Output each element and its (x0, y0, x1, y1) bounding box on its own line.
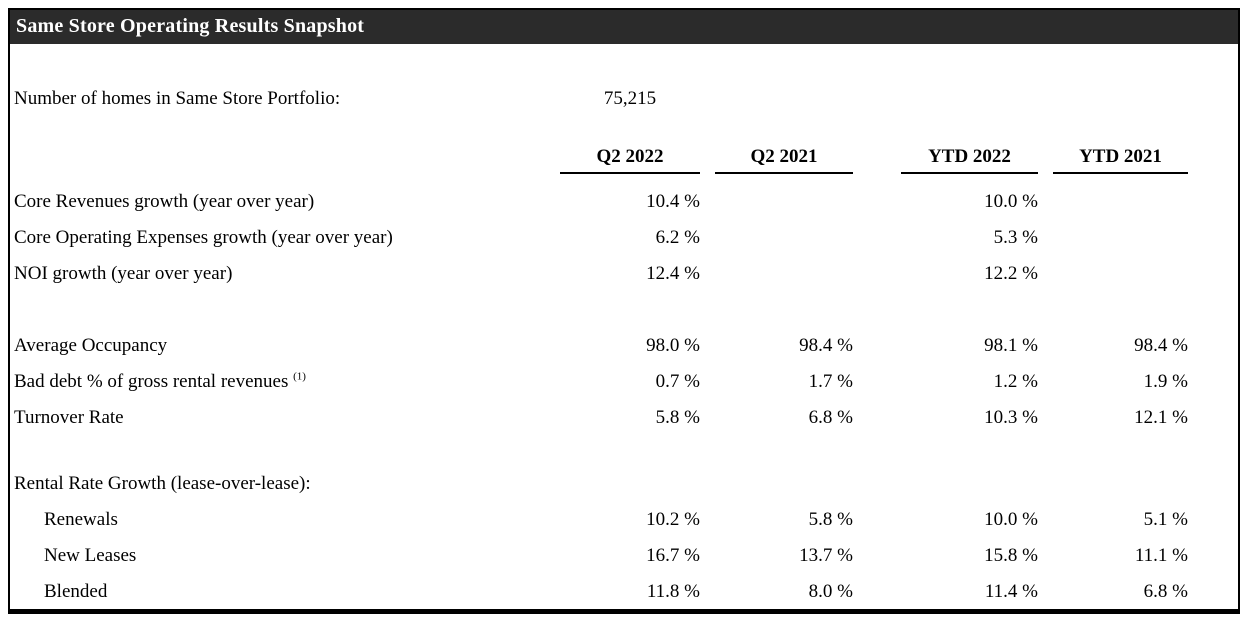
row-label: NOI growth (year over year) (14, 263, 233, 284)
cell-value: 5.8 % (655, 407, 700, 428)
column-header-ytd-2021: YTD 2021 (1053, 142, 1188, 174)
cell-value: 13.7 % (799, 545, 853, 566)
section-spacer (10, 292, 1238, 328)
cell-value: 11.4 % (984, 581, 1038, 602)
section-spacer (10, 436, 1238, 466)
row-label: Core Operating Expenses growth (year ove… (14, 227, 393, 248)
column-headers-row: Q2 2022 Q2 2021 YTD 2022 YTD 2021 (10, 142, 1238, 174)
cell-value: 12.1 % (1134, 407, 1188, 428)
cell-value: 6.8 % (808, 407, 853, 428)
column-header-q2-2021: Q2 2021 (715, 142, 853, 174)
row-label: New Leases (44, 545, 137, 566)
cell-value: 98.1 % (984, 335, 1038, 356)
row-label: Core Revenues growth (year over year) (14, 191, 315, 212)
table-row-noi-growth: NOI growth (year over year) 12.4 % 12.2 … (10, 256, 1238, 292)
cell-value: 10.3 % (984, 407, 1038, 428)
section-label: Rental Rate Growth (lease-over-lease): (14, 473, 311, 494)
cell-value: 6.2 % (655, 227, 700, 248)
cell-value: 5.1 % (1143, 509, 1188, 530)
row-label: Blended (44, 581, 108, 602)
cell-value: 10.0 % (984, 191, 1038, 212)
cell-value: 5.3 % (993, 227, 1038, 248)
homes-count-value: 75,215 (603, 88, 657, 109)
table-row-core-expenses: Core Operating Expenses growth (year ove… (10, 220, 1238, 256)
cell-value: 5.8 % (808, 509, 853, 530)
cell-value: 10.2 % (646, 509, 700, 530)
cell-value: 16.7 % (646, 545, 700, 566)
homes-count-label: Number of homes in Same Store Portfolio: (14, 88, 341, 109)
cell-value: 1.9 % (1143, 371, 1188, 392)
table-row-average-occupancy: Average Occupancy 98.0 % 98.4 % 98.1 % 9… (10, 328, 1238, 364)
cell-value: 0.7 % (655, 371, 700, 392)
row-label: Turnover Rate (14, 407, 124, 428)
cell-value: 6.8 % (1143, 581, 1188, 602)
table-row-core-revenues: Core Revenues growth (year over year) 10… (10, 184, 1238, 220)
table-row-new-leases: New Leases 16.7 % 13.7 % 15.8 % 11.1 % (10, 538, 1238, 574)
cell-value: 10.0 % (984, 509, 1038, 530)
cell-value: 8.0 % (808, 581, 853, 602)
same-store-snapshot-table: Same Store Operating Results Snapshot Nu… (8, 8, 1240, 614)
table-row-turnover-rate: Turnover Rate 5.8 % 6.8 % 10.3 % 12.1 % (10, 400, 1238, 436)
table-row-blended: Blended 11.8 % 8.0 % 11.4 % 6.8 % (10, 574, 1238, 610)
cell-value: 11.1 % (1134, 545, 1188, 566)
footnote-marker: (1) (293, 370, 306, 383)
cell-value: 15.8 % (984, 545, 1038, 566)
cell-value: 1.7 % (808, 371, 853, 392)
table-row-rental-rate-growth-header: Rental Rate Growth (lease-over-lease): (10, 466, 1238, 502)
cell-value: 98.0 % (646, 335, 700, 356)
cell-value: 12.2 % (984, 263, 1038, 284)
table-title-bar: Same Store Operating Results Snapshot (10, 10, 1238, 44)
cell-value: 98.4 % (799, 335, 853, 356)
row-label: Renewals (44, 509, 118, 530)
row-label: Average Occupancy (14, 335, 168, 356)
cell-value: 10.4 % (646, 191, 700, 212)
cell-value: 11.8 % (646, 581, 700, 602)
table-row-renewals: Renewals 10.2 % 5.8 % 10.0 % 5.1 % (10, 502, 1238, 538)
table-title: Same Store Operating Results Snapshot (16, 15, 365, 37)
row-label: Bad debt % of gross rental revenues (1) (10, 364, 560, 400)
column-header-ytd-2022: YTD 2022 (901, 142, 1038, 174)
cell-value: 1.2 % (993, 371, 1038, 392)
cell-value: 12.4 % (646, 263, 700, 284)
row-label-text: Bad debt % of gross rental revenues (14, 371, 289, 392)
table-row-bad-debt: Bad debt % of gross rental revenues (1) … (10, 364, 1238, 400)
homes-count-row: Number of homes in Same Store Portfolio:… (10, 84, 1238, 114)
cell-value: 98.4 % (1134, 335, 1188, 356)
column-header-q2-2022: Q2 2022 (560, 142, 700, 174)
